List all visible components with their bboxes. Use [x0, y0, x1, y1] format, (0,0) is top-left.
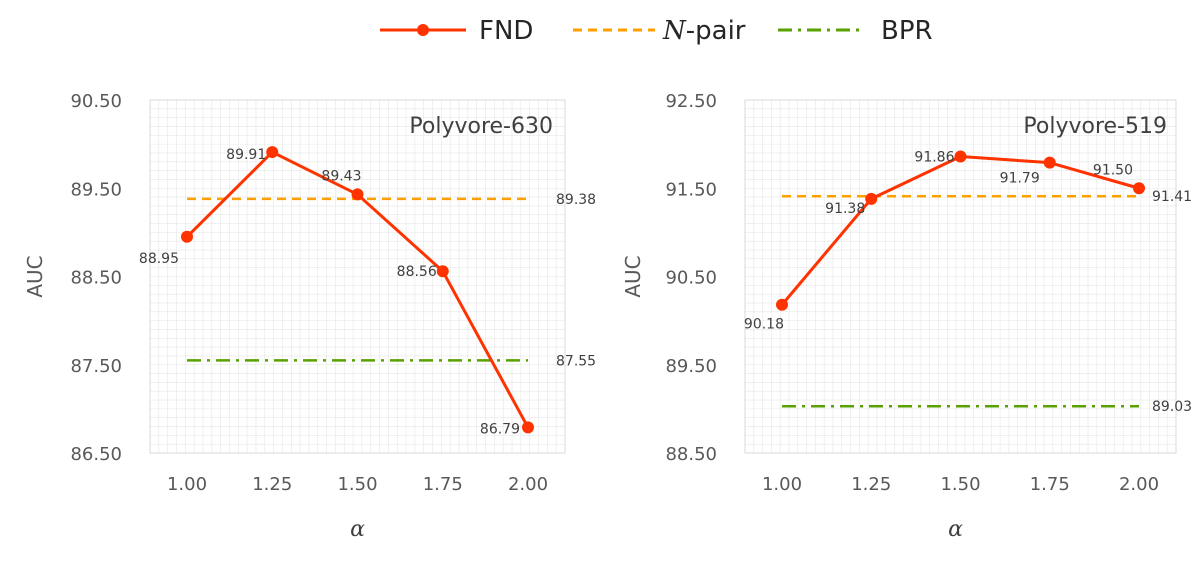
data-point	[436, 265, 449, 278]
data-label: 89.43	[321, 168, 361, 184]
chart-panel-polyvore-519: 88.50 89.50 90.50 91.50 92.50 1.00 1.25 1.50 1.7…	[621, 91, 1192, 542]
y-tick-label: 91.50	[665, 179, 717, 200]
reference-label-npair: 91.41	[1152, 189, 1192, 205]
reference-label-bpr: 89.03	[1152, 399, 1192, 415]
data-label: 91.79	[1000, 171, 1040, 187]
data-label: 91.86	[914, 149, 954, 165]
x-tick-label: 1.75	[1030, 474, 1070, 495]
x-tick-label: 1.50	[940, 474, 980, 495]
x-axis-title: α	[350, 517, 365, 542]
y-tick-label: 89.50	[70, 179, 122, 200]
data-point	[522, 421, 534, 434]
data-label: 91.50	[1093, 162, 1133, 178]
legend-label-text-part: -pair	[686, 16, 746, 46]
data-point	[954, 150, 967, 163]
legend-marker-fnd	[417, 24, 429, 36]
data-point	[776, 298, 788, 311]
legend-label-text-part: BPR	[881, 16, 933, 46]
x-tick-label: 1.75	[423, 474, 463, 495]
data-label: 90.18	[744, 317, 784, 333]
legend-label-italic-part: N	[662, 16, 687, 46]
data-point	[865, 192, 878, 205]
panel-title: Polyvore-519	[1023, 114, 1167, 139]
y-tick-label: 86.50	[70, 444, 122, 465]
data-label: 86.79	[480, 421, 520, 437]
legend-label-text-part: FND	[479, 16, 533, 46]
data-label: 88.95	[139, 251, 179, 267]
y-tick-label: 88.50	[70, 268, 122, 289]
x-tick-label: 1.00	[762, 474, 802, 495]
legend: FND N-pair BPR	[380, 16, 933, 46]
y-tick-label: 88.50	[665, 444, 717, 465]
panel-title: Polyvore-630	[409, 114, 553, 139]
y-tick-label: 89.50	[665, 356, 717, 377]
x-axis-title: α	[948, 517, 963, 542]
data-point	[266, 146, 279, 159]
legend-label-npair: N-pair	[662, 16, 746, 46]
data-label: 91.38	[825, 201, 865, 217]
plot-frame	[744, 99, 1177, 454]
grid	[150, 100, 565, 453]
plot-frame	[149, 99, 566, 454]
y-tick-label: 90.50	[70, 91, 122, 112]
y-tick-label: 92.50	[665, 91, 717, 112]
x-tick-label: 1.00	[167, 474, 207, 495]
reference-label-npair: 89.38	[556, 192, 596, 208]
x-tick-label: 1.50	[337, 474, 377, 495]
data-label: 88.56	[397, 264, 437, 280]
data-point	[1133, 182, 1145, 195]
data-point	[1043, 156, 1056, 169]
y-tick-label: 90.50	[665, 268, 717, 289]
x-tick-label: 2.00	[1119, 474, 1159, 495]
x-tick-label: 1.25	[851, 474, 891, 495]
legend-label-fnd: FND	[479, 16, 533, 46]
y-axis-title: AUC	[23, 255, 47, 297]
data-label: 89.91	[226, 147, 266, 163]
y-axis-title: AUC	[621, 255, 645, 297]
x-tick-label: 1.25	[252, 474, 292, 495]
grid	[745, 100, 1176, 453]
data-point	[351, 188, 364, 201]
data-point	[181, 230, 193, 243]
reference-label-bpr: 87.55	[556, 353, 596, 369]
x-tick-label: 2.00	[508, 474, 548, 495]
chart-panel-polyvore-630: 86.50 87.50 88.50 89.50 90.50 1.00 1.25 1.50 1.7…	[23, 91, 596, 542]
legend-label-bpr: BPR	[881, 16, 933, 46]
y-tick-label: 87.50	[70, 356, 122, 377]
